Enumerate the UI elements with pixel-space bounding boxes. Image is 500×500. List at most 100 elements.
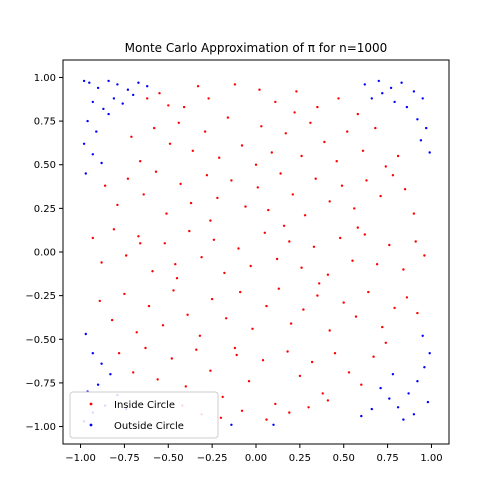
- inside-point-17: [191, 149, 194, 152]
- inside-point-96: [198, 334, 202, 337]
- inside-point-34: [103, 184, 107, 187]
- inside-point-145: [209, 219, 212, 222]
- inside-point-102: [277, 287, 280, 290]
- inside-point-139: [240, 409, 244, 412]
- inside-point-44: [230, 179, 233, 182]
- outside-point-47: [396, 406, 400, 409]
- inside-point-123: [235, 353, 238, 357]
- inside-point-143: [326, 399, 330, 402]
- outside-point-53: [426, 400, 430, 404]
- x-tick-label-6: 0.50: [333, 453, 355, 464]
- x-tick-label-5: 0.25: [289, 453, 311, 464]
- inside-point-80: [339, 236, 342, 240]
- y-tick-label-2: −0.50: [25, 335, 56, 346]
- outside-point-55: [421, 334, 424, 337]
- inside-point-99: [239, 290, 242, 294]
- x-tick-label-4: 0.00: [245, 453, 267, 464]
- inside-point-89: [110, 318, 114, 322]
- inside-point-43: [216, 196, 219, 200]
- outside-point-60: [230, 423, 233, 426]
- inside-point-57: [391, 174, 395, 177]
- inside-point-128: [298, 374, 302, 378]
- x-tick-label-2: −0.50: [153, 453, 184, 464]
- outside-point-27: [393, 100, 396, 104]
- outside-point-52: [402, 418, 405, 421]
- x-tick-label-1: −0.75: [109, 453, 140, 464]
- inside-point-66: [163, 242, 166, 245]
- inside-point-56: [379, 194, 382, 198]
- inside-point-1: [158, 92, 161, 95]
- inside-point-110: [381, 325, 384, 329]
- inside-point-122: [221, 395, 224, 399]
- outside-point-8: [102, 107, 105, 111]
- outside-point-45: [379, 386, 382, 390]
- inside-point-64: [137, 235, 140, 238]
- inside-point-90: [123, 292, 126, 296]
- inside-point-115: [132, 371, 135, 374]
- x-tick-label-0: −1.00: [65, 453, 96, 464]
- outside-point-16: [107, 112, 110, 116]
- outside-point-17: [121, 102, 124, 105]
- inside-point-30: [361, 149, 365, 152]
- inside-point-150: [254, 163, 258, 166]
- outside-point-2: [96, 86, 100, 90]
- inside-point-28: [335, 160, 338, 163]
- inside-point-106: [328, 329, 331, 332]
- inside-point-97: [210, 297, 214, 301]
- outside-point-22: [389, 86, 393, 90]
- inside-point-33: [396, 154, 400, 158]
- inside-point-77: [300, 266, 303, 269]
- inside-point-105: [316, 294, 319, 297]
- outside-point-51: [412, 413, 416, 416]
- inside-point-21: [240, 144, 244, 147]
- inside-point-39: [165, 212, 168, 215]
- outside-point-37: [109, 373, 112, 376]
- inside-point-71: [223, 271, 226, 275]
- inside-point-9: [316, 105, 319, 109]
- inside-point-130: [321, 392, 324, 395]
- inside-point-37: [142, 193, 145, 196]
- inside-point-46: [256, 186, 259, 189]
- outside-point-56: [370, 407, 373, 411]
- inside-point-69: [200, 256, 203, 259]
- outside-point-13: [91, 153, 95, 156]
- inside-point-107: [342, 301, 345, 304]
- inside-point-16: [177, 121, 180, 125]
- inside-point-27: [323, 140, 326, 144]
- inside-point-98: [225, 317, 228, 320]
- inside-point-24: [284, 132, 287, 135]
- y-tick-label-5: 0.25: [34, 204, 56, 215]
- inside-point-85: [402, 268, 405, 271]
- inside-point-32: [384, 165, 387, 168]
- inside-point-26: [309, 121, 312, 125]
- inside-point-12: [130, 135, 133, 138]
- inside-point-5: [233, 83, 237, 86]
- plot-frame: [62, 59, 450, 445]
- legend-label-inside: Inside Circle: [114, 400, 175, 411]
- inside-point-141: [288, 411, 291, 414]
- inside-point-35: [116, 203, 119, 207]
- outside-point-15: [84, 172, 88, 175]
- inside-point-76: [288, 240, 291, 243]
- inside-point-53: [340, 184, 344, 187]
- inside-point-134: [372, 355, 375, 358]
- inside-point-14: [153, 126, 156, 130]
- inside-point-131: [333, 352, 337, 355]
- outside-point-7: [91, 100, 95, 104]
- inside-point-109: [367, 290, 370, 294]
- inside-point-133: [360, 383, 363, 386]
- outside-point-1: [88, 81, 91, 84]
- legend-box: [69, 391, 219, 439]
- inside-point-31: [374, 126, 377, 130]
- inside-point-152: [293, 111, 296, 114]
- inside-point-103: [289, 322, 293, 325]
- inside-point-117: [156, 378, 159, 381]
- inside-point-78: [312, 245, 316, 248]
- inside-point-73: [249, 264, 252, 268]
- inside-point-23: [270, 151, 273, 154]
- inside-point-94: [172, 289, 175, 292]
- inside-point-149: [318, 282, 321, 285]
- inside-point-114: [117, 352, 121, 355]
- inside-point-7: [274, 100, 277, 104]
- outside-point-34: [84, 332, 88, 336]
